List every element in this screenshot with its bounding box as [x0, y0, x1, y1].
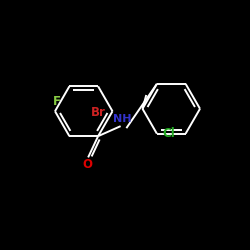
Text: Cl: Cl: [162, 127, 175, 140]
Text: Br: Br: [91, 106, 106, 119]
Text: NH: NH: [113, 114, 131, 124]
Text: O: O: [82, 158, 92, 171]
Text: F: F: [53, 95, 61, 108]
